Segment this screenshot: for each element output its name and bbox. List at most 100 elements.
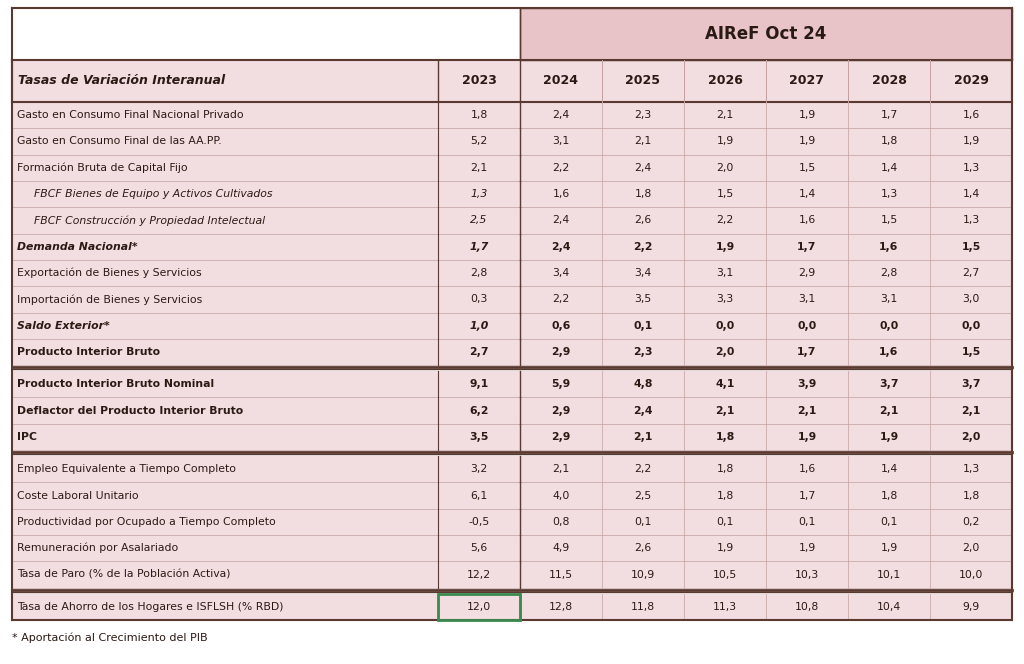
Bar	[12, 561, 1012, 588]
Text: 1,4: 1,4	[963, 189, 980, 199]
Text: 1,9: 1,9	[799, 543, 816, 553]
Bar	[12, 260, 1012, 286]
Text: Exportación de Bienes y Servicios: Exportación de Bienes y Servicios	[17, 268, 202, 278]
Text: Producto Interior Bruto: Producto Interior Bruto	[17, 347, 160, 357]
Text: 2,2: 2,2	[552, 163, 569, 173]
Text: 0,6: 0,6	[551, 321, 570, 331]
Text: 10,5: 10,5	[713, 570, 737, 580]
Text: 2029: 2029	[953, 74, 988, 88]
Text: 2,1: 2,1	[880, 406, 899, 416]
Text: 2,0: 2,0	[717, 163, 733, 173]
Bar	[12, 594, 1012, 620]
Text: 1,8: 1,8	[963, 491, 980, 501]
Text: 3,0: 3,0	[963, 294, 980, 304]
Text: Deflactor del Producto Interior Bruto: Deflactor del Producto Interior Bruto	[17, 406, 244, 416]
Text: 2,1: 2,1	[798, 406, 817, 416]
Text: 2,1: 2,1	[635, 137, 651, 147]
Text: 2,4: 2,4	[633, 406, 652, 416]
Text: Tasa de Ahorro de los Hogares e ISFLSH (% RBD): Tasa de Ahorro de los Hogares e ISFLSH (…	[17, 602, 284, 612]
Text: 2,5: 2,5	[635, 491, 651, 501]
Text: 2,9: 2,9	[551, 406, 570, 416]
Text: 2024: 2024	[544, 74, 579, 88]
Bar	[12, 424, 1012, 450]
Text: 3,5: 3,5	[469, 432, 488, 442]
Text: 3,5: 3,5	[635, 294, 651, 304]
Text: 6,2: 6,2	[469, 406, 488, 416]
Text: 2,7: 2,7	[963, 268, 980, 278]
Text: 2,4: 2,4	[635, 163, 651, 173]
Text: 2023: 2023	[462, 74, 497, 88]
Text: 2026: 2026	[708, 74, 742, 88]
Text: 1,4: 1,4	[881, 464, 898, 474]
Bar	[12, 234, 1012, 260]
Text: 1,6: 1,6	[799, 215, 816, 225]
Text: Empleo Equivalente a Tiempo Completo: Empleo Equivalente a Tiempo Completo	[17, 464, 236, 474]
Text: 3,7: 3,7	[880, 379, 899, 389]
Text: 2,2: 2,2	[552, 294, 569, 304]
Text: 2,3: 2,3	[635, 110, 651, 120]
Text: 0,0: 0,0	[880, 321, 899, 331]
Bar	[12, 483, 1012, 509]
Bar	[12, 535, 1012, 561]
Text: 1,9: 1,9	[717, 543, 733, 553]
Text: 2,9: 2,9	[551, 432, 570, 442]
Text: 5,6: 5,6	[470, 543, 487, 553]
Text: FBCF Construcción y Propiedad Intelectual: FBCF Construcción y Propiedad Intelectua…	[34, 215, 265, 226]
Text: 1,9: 1,9	[963, 137, 980, 147]
Text: 0,1: 0,1	[881, 517, 898, 527]
Text: 4,8: 4,8	[633, 379, 652, 389]
Text: 1,3: 1,3	[470, 189, 487, 199]
Bar	[12, 60, 1012, 102]
Text: 9,9: 9,9	[963, 602, 980, 612]
Text: 0,2: 0,2	[963, 517, 980, 527]
Text: 12,8: 12,8	[549, 602, 573, 612]
Text: 4,9: 4,9	[552, 543, 569, 553]
Text: IPC: IPC	[17, 432, 37, 442]
Text: 2027: 2027	[790, 74, 824, 88]
Text: 9,1: 9,1	[469, 379, 488, 389]
Text: 2,1: 2,1	[470, 163, 487, 173]
Text: 1,3: 1,3	[881, 189, 898, 199]
Text: 5,2: 5,2	[470, 137, 487, 147]
Text: 1,9: 1,9	[717, 137, 733, 147]
Bar	[12, 128, 1012, 155]
Text: 2,1: 2,1	[633, 432, 652, 442]
Text: 1,3: 1,3	[963, 215, 980, 225]
Text: 3,1: 3,1	[799, 294, 816, 304]
Text: 2,3: 2,3	[633, 347, 652, 357]
Text: 3,3: 3,3	[717, 294, 733, 304]
Text: 2,6: 2,6	[635, 543, 651, 553]
Text: Formación Bruta de Capital Fijo: Formación Bruta de Capital Fijo	[17, 163, 187, 173]
Bar	[12, 509, 1012, 535]
Text: 0,1: 0,1	[634, 517, 651, 527]
Text: 1,7: 1,7	[881, 110, 898, 120]
Text: 2,4: 2,4	[551, 242, 570, 252]
Text: Gasto en Consumo Final de las AA.PP.: Gasto en Consumo Final de las AA.PP.	[17, 137, 221, 147]
Text: Gasto en Consumo Final Nacional Privado: Gasto en Consumo Final Nacional Privado	[17, 110, 244, 120]
Text: 10,9: 10,9	[631, 570, 655, 580]
Text: 0,3: 0,3	[470, 294, 487, 304]
Text: 2,9: 2,9	[799, 268, 816, 278]
Text: 1,6: 1,6	[880, 347, 899, 357]
Text: -0,5: -0,5	[468, 517, 489, 527]
Bar	[12, 102, 1012, 128]
Text: 3,1: 3,1	[881, 294, 898, 304]
Text: 1,5: 1,5	[799, 163, 816, 173]
Text: 3,2: 3,2	[470, 464, 487, 474]
Text: Demanda Nacional*: Demanda Nacional*	[17, 242, 137, 252]
Text: 1,3: 1,3	[963, 464, 980, 474]
Text: 0,0: 0,0	[962, 321, 981, 331]
Text: 10,0: 10,0	[958, 570, 983, 580]
Text: 0,1: 0,1	[799, 517, 816, 527]
Text: 2025: 2025	[626, 74, 660, 88]
Bar	[12, 155, 1012, 181]
Text: 1,7: 1,7	[469, 242, 488, 252]
Text: 3,4: 3,4	[635, 268, 651, 278]
Text: 2,0: 2,0	[716, 347, 734, 357]
Text: 3,9: 3,9	[798, 379, 817, 389]
Text: Tasas de Variación Interanual: Tasas de Variación Interanual	[18, 74, 225, 88]
Text: Saldo Exterior*: Saldo Exterior*	[17, 321, 110, 331]
Bar	[12, 339, 1012, 365]
Text: 1,5: 1,5	[962, 347, 981, 357]
Text: 2,2: 2,2	[635, 464, 651, 474]
